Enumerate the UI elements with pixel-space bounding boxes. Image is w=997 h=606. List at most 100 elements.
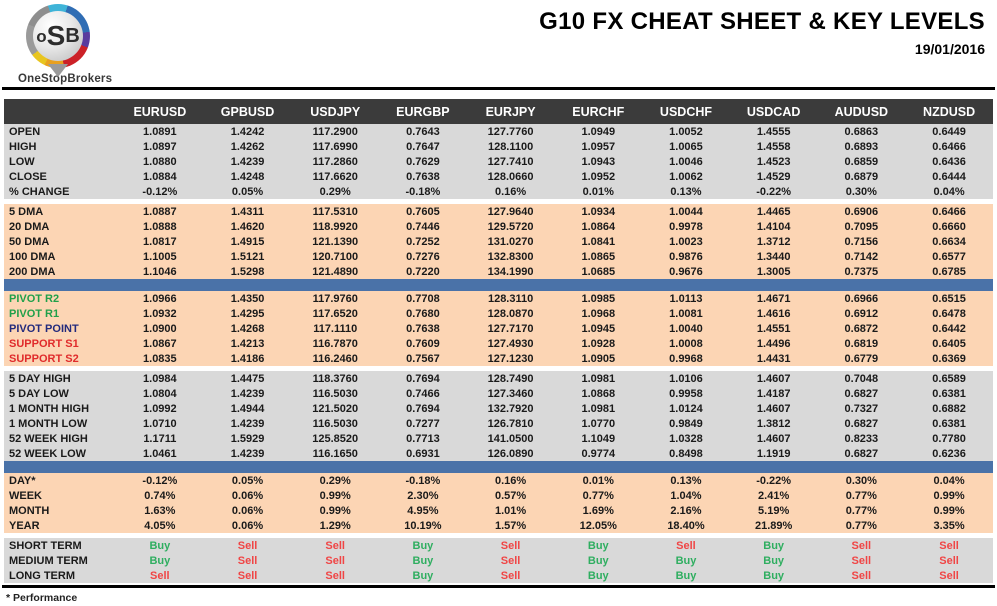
cell-5-day-low-gpbusd: 1.4239 xyxy=(203,386,292,401)
cell-low-eurgbp: 0.7629 xyxy=(379,154,467,169)
separator-gap xyxy=(4,366,993,371)
cell-5-day-low-eurusd: 1.0804 xyxy=(116,386,204,401)
cell-52-week-low-nzdusd: 0.6236 xyxy=(905,446,993,461)
cell-52-week-high-usdchf: 1.0328 xyxy=(642,431,730,446)
cell-200-dma-gpbusd: 1.5298 xyxy=(203,264,292,279)
cell-long-term-usdjpy: Sell xyxy=(291,568,380,583)
cell-high-nzdusd: 0.6466 xyxy=(905,139,993,154)
cell-pivot-r2-eurusd: 1.0966 xyxy=(116,291,204,306)
cell-close-audusd: 0.6879 xyxy=(817,169,906,184)
cell-200-dma-eurusd: 1.1046 xyxy=(116,264,204,279)
cell-5-day-low-eurchf: 1.0868 xyxy=(554,386,643,401)
cell-open-usdjpy: 117.2900 xyxy=(291,124,380,139)
cell-200-dma-nzdusd: 0.6785 xyxy=(905,264,993,279)
cell-week-nzdusd: 0.99% xyxy=(905,488,993,503)
cell-close-eurusd: 1.0884 xyxy=(116,169,204,184)
cell-low-usdcad: 1.4523 xyxy=(729,154,818,169)
cell-5-dma-usdchf: 1.0044 xyxy=(642,204,730,219)
cell-pivot-point-eurchf: 1.0945 xyxy=(554,321,643,336)
cell-1-month-high-nzdusd: 0.6882 xyxy=(905,401,993,416)
row-label-year: YEAR xyxy=(4,518,116,533)
cell-5-dma-eurusd: 1.0887 xyxy=(116,204,204,219)
cell-low-nzdusd: 0.6436 xyxy=(905,154,993,169)
cell-support-s2-eurjpy: 127.1230 xyxy=(466,351,555,366)
cell-high-usdchf: 1.0065 xyxy=(642,139,730,154)
row-label-100-dma: 100 DMA xyxy=(4,249,116,264)
row-1-month-low: 1 MONTH LOW 1.0710 1.4239 116.5030 0.7277 126… xyxy=(4,416,993,431)
row-low: LOW 1.0880 1.4239 117.2860 0.7629 127.7410 1.0… xyxy=(4,154,993,169)
cell-52-week-high-nzdusd: 0.7780 xyxy=(905,431,993,446)
cell-52-week-low-eurgbp: 0.6931 xyxy=(379,446,467,461)
cell-pivot-r1-nzdusd: 0.6478 xyxy=(905,306,993,321)
row-short-term: SHORT TERM Buy Sell Sell Buy Sell Buy Sell Buy Se… xyxy=(4,538,993,553)
cell-short-term-gpbusd: Sell xyxy=(203,538,292,553)
cell-change-audusd: 0.30% xyxy=(817,184,906,199)
cell-support-s2-audusd: 0.6779 xyxy=(817,351,906,366)
corner-cell xyxy=(4,99,116,124)
cell-1-month-high-eurgbp: 0.7694 xyxy=(379,401,467,416)
separator-bar xyxy=(4,461,993,473)
cell-month-eurgbp: 4.95% xyxy=(379,503,467,518)
row-pivot-point: PIVOT POINT 1.0900 1.4268 117.1110 0.7638 127… xyxy=(4,321,993,336)
column-header-usdjpy: USDJPY xyxy=(291,99,380,124)
cell-support-s1-eurusd: 1.0867 xyxy=(116,336,204,351)
cell-52-week-low-usdchf: 0.8498 xyxy=(642,446,730,461)
cell-open-usdchf: 1.0052 xyxy=(642,124,730,139)
cell-open-gpbusd: 1.4242 xyxy=(203,124,292,139)
cell-50-dma-usdjpy: 121.1390 xyxy=(291,234,380,249)
column-header-eurchf: EURCHF xyxy=(554,99,643,124)
cell-month-eurjpy: 1.01% xyxy=(466,503,555,518)
cell-week-eurchf: 0.77% xyxy=(554,488,643,503)
cell-low-usdchf: 1.0046 xyxy=(642,154,730,169)
cell-long-term-usdchf: Buy xyxy=(642,568,730,583)
cell-low-usdjpy: 117.2860 xyxy=(291,154,380,169)
cell-short-term-usdchf: Sell xyxy=(642,538,730,553)
cell-pivot-r2-usdcad: 1.4671 xyxy=(729,291,818,306)
cell-year-usdchf: 18.40% xyxy=(642,518,730,533)
cell-medium-term-eurchf: Buy xyxy=(554,553,643,568)
cell-open-eurchf: 1.0949 xyxy=(554,124,643,139)
cell-1-month-low-eurusd: 1.0710 xyxy=(116,416,204,431)
cell-month-usdchf: 2.16% xyxy=(642,503,730,518)
cell-1-month-low-usdcad: 1.3812 xyxy=(729,416,818,431)
cell-52-week-high-usdcad: 1.4607 xyxy=(729,431,818,446)
separator-gap xyxy=(4,533,993,538)
cell-open-eurusd: 1.0891 xyxy=(116,124,204,139)
cell-200-dma-eurjpy: 134.1990 xyxy=(466,264,555,279)
cell-long-term-eurjpy: Sell xyxy=(466,568,555,583)
cell-open-nzdusd: 0.6449 xyxy=(905,124,993,139)
row-medium-term: MEDIUM TERM Buy Sell Sell Buy Sell Buy Buy Buy Se… xyxy=(4,553,993,568)
cell-short-term-nzdusd: Sell xyxy=(905,538,993,553)
cell-support-s1-eurjpy: 127.4930 xyxy=(466,336,555,351)
cell-5-day-low-eurgbp: 0.7466 xyxy=(379,386,467,401)
cell-1-month-high-usdcad: 1.4607 xyxy=(729,401,818,416)
cell-100-dma-gpbusd: 1.5121 xyxy=(203,249,292,264)
cell-support-s2-usdchf: 0.9968 xyxy=(642,351,730,366)
column-header-eurusd: EURUSD xyxy=(116,99,204,124)
row-5-day-low: 5 DAY LOW 1.0804 1.4239 116.5030 0.7466 127.3… xyxy=(4,386,993,401)
cell-day-eurchf: 0.01% xyxy=(554,473,643,488)
cell-day-eurusd: -0.12% xyxy=(116,473,204,488)
cell-change-eurjpy: 0.16% xyxy=(466,184,555,199)
cell-long-term-gpbusd: Sell xyxy=(203,568,292,583)
cell-support-s1-usdcad: 1.4496 xyxy=(729,336,818,351)
cell-100-dma-nzdusd: 0.6577 xyxy=(905,249,993,264)
row-label-52-week-low: 52 WEEK LOW xyxy=(4,446,116,461)
cell-close-usdcad: 1.4529 xyxy=(729,169,818,184)
cell-52-week-low-usdjpy: 116.1650 xyxy=(291,446,380,461)
cell-change-nzdusd: 0.04% xyxy=(905,184,993,199)
cell-1-month-low-gpbusd: 1.4239 xyxy=(203,416,292,431)
row-week: WEEK 0.74% 0.06% 0.99% 2.30% 0.57% 0.77% 1.04% 2… xyxy=(4,488,993,503)
cell-50-dma-eurgbp: 0.7252 xyxy=(379,234,467,249)
cell-5-dma-eurchf: 1.0934 xyxy=(554,204,643,219)
cell-5-day-high-nzdusd: 0.6589 xyxy=(905,371,993,386)
cell-5-dma-eurgbp: 0.7605 xyxy=(379,204,467,219)
cell-52-week-high-audusd: 0.8233 xyxy=(817,431,906,446)
logo-pin-tail xyxy=(48,64,68,77)
separator-gap xyxy=(4,199,993,204)
footer-divider xyxy=(2,585,995,588)
cell-20-dma-eurgbp: 0.7446 xyxy=(379,219,467,234)
cell-support-s2-usdcad: 1.4431 xyxy=(729,351,818,366)
cell-year-eurchf: 12.05% xyxy=(554,518,643,533)
cell-week-usdcad: 2.41% xyxy=(729,488,818,503)
